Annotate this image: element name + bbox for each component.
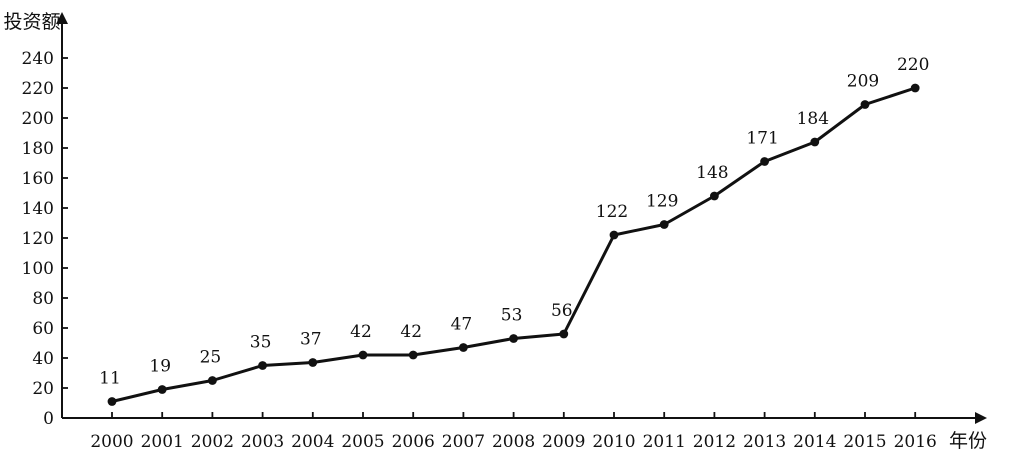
data-label: 129 — [646, 192, 678, 212]
y-tick-label: 80 — [32, 289, 54, 309]
data-point — [760, 157, 769, 166]
y-tick-label: 200 — [22, 109, 54, 129]
x-tick-label: 2015 — [843, 432, 886, 452]
y-tick-label: 220 — [22, 79, 54, 99]
data-point — [308, 358, 318, 367]
data-point — [559, 329, 569, 339]
data-point — [609, 230, 619, 240]
data-point — [810, 137, 820, 147]
x-tick-label: 2007 — [442, 432, 485, 452]
data-label: 35 — [250, 333, 272, 353]
x-tick-label: 2005 — [341, 432, 384, 452]
data-point — [208, 376, 217, 385]
data-point — [358, 350, 368, 360]
data-label: 25 — [200, 348, 222, 368]
x-tick-label: 2010 — [592, 432, 635, 452]
series — [107, 83, 920, 406]
data-point — [509, 334, 518, 343]
data-label: 53 — [501, 306, 523, 326]
x-tick-label: 2014 — [793, 432, 836, 452]
data-label: 42 — [350, 322, 372, 342]
data-label: 209 — [847, 72, 879, 92]
data-label: 11 — [99, 369, 121, 389]
x-tick-label: 2004 — [291, 432, 334, 452]
y-tick-label: 0 — [43, 409, 54, 429]
x-axis-title: 年份 — [949, 430, 987, 452]
y-tick-label: 40 — [32, 349, 54, 369]
x-tick-label: 2016 — [894, 432, 937, 452]
axes: 投资额 年份 — [3, 11, 987, 452]
data-label: 47 — [451, 315, 473, 335]
x-tick-label: 2001 — [141, 432, 184, 452]
data-point — [459, 343, 468, 352]
x-tick-label: 2002 — [191, 432, 234, 452]
data-point — [710, 191, 719, 201]
data-label: 184 — [797, 109, 829, 129]
y-tick-label: 180 — [22, 139, 54, 159]
data-label: 220 — [897, 55, 929, 75]
y-tick-label: 100 — [22, 259, 54, 279]
data-label: 122 — [596, 202, 628, 222]
y-tick-label: 160 — [22, 169, 54, 189]
data-point — [258, 361, 267, 370]
x-tick-label: 2013 — [743, 432, 786, 452]
y-tick-label: 140 — [22, 199, 54, 219]
y-tick-label: 60 — [32, 319, 54, 339]
data-point — [157, 385, 167, 394]
data-point — [107, 397, 117, 406]
ticks: 0 20 40 60 80 100 120 140 160 180 200 220 240 2000 200… — [22, 49, 937, 452]
y-axis-title: 投资额 — [3, 11, 60, 33]
series-line — [110, 86, 917, 403]
x-tick-label: 2009 — [542, 432, 585, 452]
x-tick-label: 2000 — [90, 432, 133, 452]
data-point — [659, 220, 669, 229]
y-tick-label: 20 — [32, 379, 54, 399]
x-tick-label: 2012 — [693, 432, 736, 452]
data-label: 42 — [400, 322, 422, 342]
x-axis-arrow — [975, 412, 987, 424]
x-tick-label: 2011 — [643, 432, 686, 452]
y-tick-label: 240 — [22, 49, 54, 69]
y-axis-arrow — [56, 12, 68, 24]
x-tick-label: 2003 — [241, 432, 284, 452]
x-tick-label: 2008 — [492, 432, 535, 452]
data-labels: 11 19 25 35 37 42 42 47 53 56 122 129 148 171 184 209 22… — [99, 55, 929, 389]
data-label: 148 — [696, 163, 728, 183]
data-label: 19 — [149, 357, 171, 377]
data-label: 56 — [551, 301, 573, 321]
data-point — [408, 350, 418, 360]
data-point — [910, 83, 920, 93]
x-tick-label: 2006 — [392, 432, 435, 452]
y-tick-label: 120 — [22, 229, 54, 249]
data-label: 171 — [746, 129, 778, 149]
data-label: 37 — [300, 330, 322, 350]
data-point — [860, 100, 870, 109]
